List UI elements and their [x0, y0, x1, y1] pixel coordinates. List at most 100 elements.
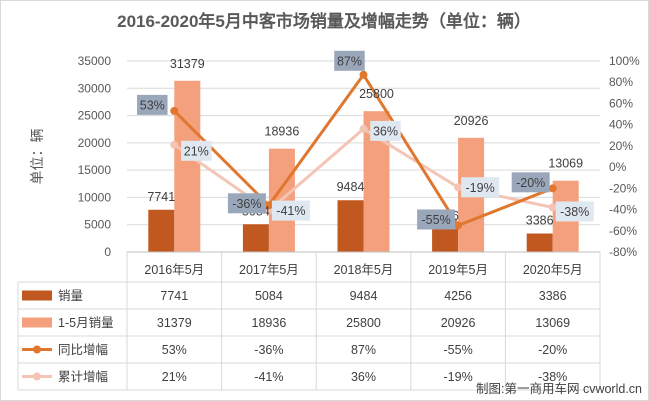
bar-data-label: 9484 — [337, 180, 365, 194]
bar — [242, 224, 269, 252]
bar-data-label: 3386 — [526, 214, 554, 228]
line-data-label: -19% — [466, 181, 495, 195]
legend-marker — [33, 345, 41, 354]
table-cell: 7741 — [160, 289, 188, 303]
table-cell: -38% — [538, 370, 567, 384]
legend-swatch — [22, 317, 52, 328]
bar — [148, 209, 175, 252]
y2-tick-label: 100% — [609, 54, 640, 68]
line-data-label: -38% — [560, 205, 589, 219]
line-point — [454, 183, 463, 192]
line-label-box — [555, 201, 594, 222]
bar-data-label: 7741 — [147, 190, 175, 204]
y2-tick-label: 80% — [609, 75, 633, 89]
line-label-box — [334, 50, 365, 71]
table-cell: 13069 — [535, 316, 570, 330]
y-tick-label: 25000 — [78, 109, 112, 123]
y2-tick-label: -60% — [609, 224, 637, 238]
table-cell: -36% — [254, 343, 283, 357]
line-data-label: 53% — [140, 98, 165, 112]
bar — [526, 233, 553, 252]
table-cell: -19% — [444, 370, 473, 384]
y-tick-label: 20000 — [78, 136, 112, 150]
bar-data-label: 20926 — [454, 114, 489, 128]
table-cell: 25800 — [346, 316, 381, 330]
table-cell: 31379 — [157, 316, 192, 330]
table-cell: 53% — [162, 343, 187, 357]
legend-swatch — [22, 290, 52, 301]
line-data-label: 36% — [373, 124, 398, 138]
table-cell: 9484 — [350, 289, 378, 303]
line-data-label: 21% — [184, 144, 209, 158]
line-label-box — [511, 172, 550, 193]
y-tick-label: 15000 — [78, 163, 112, 177]
bar-data-label: 25800 — [359, 87, 394, 101]
legend-label: 1-5月销量 — [58, 316, 114, 330]
line-point — [548, 184, 557, 193]
bar-data-label: 18936 — [265, 125, 300, 139]
line-data-label: -20% — [516, 176, 545, 190]
category-label: 2020年5月 — [523, 263, 583, 277]
bar — [432, 228, 459, 252]
bar — [337, 200, 364, 252]
y2-tick-label: 60% — [609, 96, 633, 110]
data-labels: 7741508494844256338631379189362580020926… — [137, 50, 594, 230]
line-point — [264, 201, 273, 210]
table-cell: -20% — [538, 343, 567, 357]
y-tick-label: 30000 — [78, 81, 112, 95]
y2-tick-label: -40% — [609, 203, 637, 217]
chart-title: 2016-2020年5月中客市场销量及增幅走势（单位：辆） — [117, 11, 531, 31]
legend-label: 同比增幅 — [58, 342, 108, 357]
y2-tick-label: 40% — [609, 118, 633, 132]
category-label: 2016年5月 — [144, 263, 204, 277]
legend-marker — [33, 372, 41, 381]
category-label: 2019年5月 — [428, 263, 488, 277]
line-data-label: -55% — [422, 213, 451, 227]
axes: 0 5000 10000 15000 20000 25000 30000 35000 -80% -… — [78, 54, 640, 259]
y2-tick-label: 0% — [609, 160, 627, 174]
line-data-label: -36% — [232, 197, 261, 211]
table-cell: -41% — [254, 370, 283, 384]
line-point — [359, 70, 368, 79]
line-point — [170, 140, 179, 149]
y-tick-label: 35000 — [78, 54, 112, 68]
bar — [174, 80, 201, 252]
y-tick-label: 10000 — [78, 190, 112, 204]
line-label-box — [370, 120, 401, 141]
y-axis-label: 单位：辆 — [29, 129, 45, 185]
legend-label: 销量 — [58, 289, 83, 303]
line-data-label: 87% — [337, 54, 362, 68]
bars — [148, 80, 579, 252]
table-cell: 36% — [351, 370, 376, 384]
y2-tick-label: 20% — [609, 139, 633, 153]
y-tick-label: 0 — [104, 245, 111, 259]
line-point — [359, 124, 368, 133]
table-cell: 21% — [162, 370, 187, 384]
line-point — [454, 221, 463, 230]
line-point — [170, 106, 179, 115]
table-cell: 87% — [351, 343, 376, 357]
table-cell: 20926 — [441, 316, 476, 330]
watermark: 制图:第一商用车网 cvworld.cn — [476, 381, 642, 396]
table-cell: 3386 — [539, 289, 567, 303]
category-label: 2018年5月 — [334, 263, 394, 277]
bar-data-label: 31379 — [170, 57, 205, 71]
y-tick-label: 5000 — [84, 218, 111, 232]
table-cell: 4256 — [444, 289, 472, 303]
legend-label: 累计增幅 — [58, 369, 108, 384]
line-point — [548, 203, 557, 212]
line-label-box — [417, 209, 456, 230]
bar-data-label: 13069 — [548, 157, 583, 171]
line-data-label: -41% — [276, 204, 305, 218]
line-label-box — [137, 94, 168, 115]
category-label: 2017年5月 — [239, 263, 299, 277]
line-label-box — [271, 200, 310, 221]
table-cell: -55% — [444, 343, 473, 357]
line-label-box — [181, 140, 212, 161]
line-label-box — [461, 177, 500, 198]
table-cell: 5084 — [255, 289, 283, 303]
table-cell: 18936 — [252, 316, 287, 330]
y2-tick-label: -80% — [609, 245, 637, 259]
